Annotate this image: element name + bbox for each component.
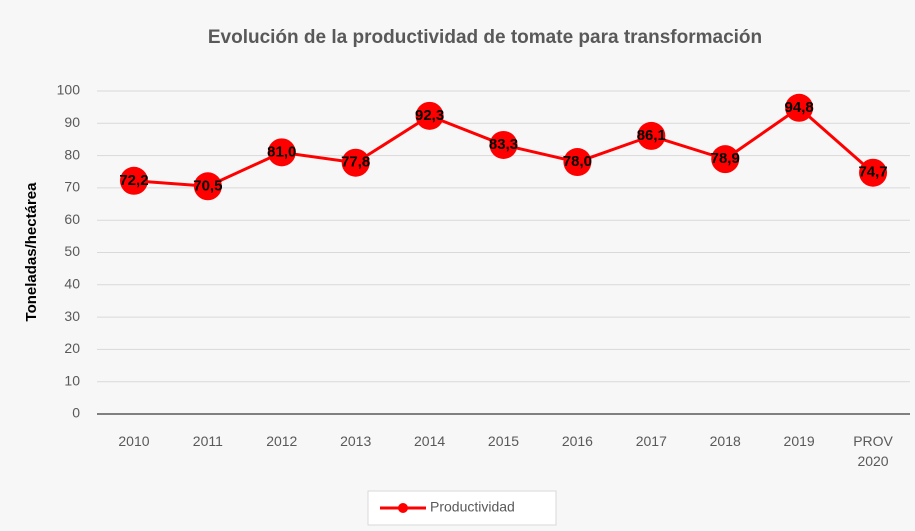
data-label: 70,5	[193, 177, 222, 194]
x-tick-label: 2014	[414, 433, 446, 449]
y-tick-label: 60	[64, 211, 80, 227]
x-tick-label: 2012	[266, 433, 298, 449]
y-tick-label: 80	[64, 146, 80, 162]
x-tick-label: 2019	[783, 433, 815, 449]
legend-label: Productividad	[430, 499, 515, 515]
marker	[119, 166, 148, 195]
marker	[489, 130, 518, 159]
data-label: 83,3	[489, 136, 518, 153]
x-tick-label: 2015	[487, 433, 520, 449]
y-tick-label: 70	[64, 179, 80, 195]
data-label: 77,8	[341, 154, 370, 171]
data-label: 81,0	[267, 143, 296, 160]
chart-title: Evolución de la productividad de tomate …	[208, 27, 762, 48]
y-tick-label: 100	[57, 82, 81, 98]
data-label: 74,7	[858, 164, 887, 181]
y-tick-label: 30	[64, 308, 80, 324]
marker	[637, 121, 666, 150]
y-tick-label: 10	[64, 372, 80, 388]
x-tick-label: 2010	[118, 433, 150, 449]
y-axis-label: Toneladas/hectárea	[23, 182, 40, 322]
data-label: 78,0	[563, 153, 592, 170]
x-tick-label: 2013	[340, 433, 372, 449]
y-tick-label: 20	[64, 340, 80, 356]
marker	[711, 145, 740, 174]
marker	[859, 158, 888, 187]
y-tick-label: 90	[64, 114, 80, 130]
marker	[563, 148, 592, 177]
data-label: 78,9	[711, 150, 740, 167]
x-tick-label: 2018	[709, 433, 741, 449]
marker	[193, 172, 222, 201]
marker	[267, 138, 296, 167]
x-tick-label: 2016	[561, 433, 593, 449]
marker	[341, 148, 370, 177]
data-label: 86,1	[637, 127, 666, 144]
data-label: 72,2	[119, 172, 148, 189]
y-tick-label: 0	[72, 405, 80, 421]
legend-marker	[398, 503, 408, 513]
x-tick-label: 2017	[635, 433, 667, 449]
x-tick-label: 2011	[192, 433, 223, 449]
marker	[415, 101, 444, 130]
x-tick-label: PROV 2020	[853, 433, 893, 469]
data-label: 92,3	[415, 107, 444, 124]
y-tick-label: 50	[64, 243, 80, 259]
y-tick-label: 40	[64, 276, 80, 292]
marker	[785, 93, 814, 122]
data-label: 94,8	[785, 99, 814, 116]
